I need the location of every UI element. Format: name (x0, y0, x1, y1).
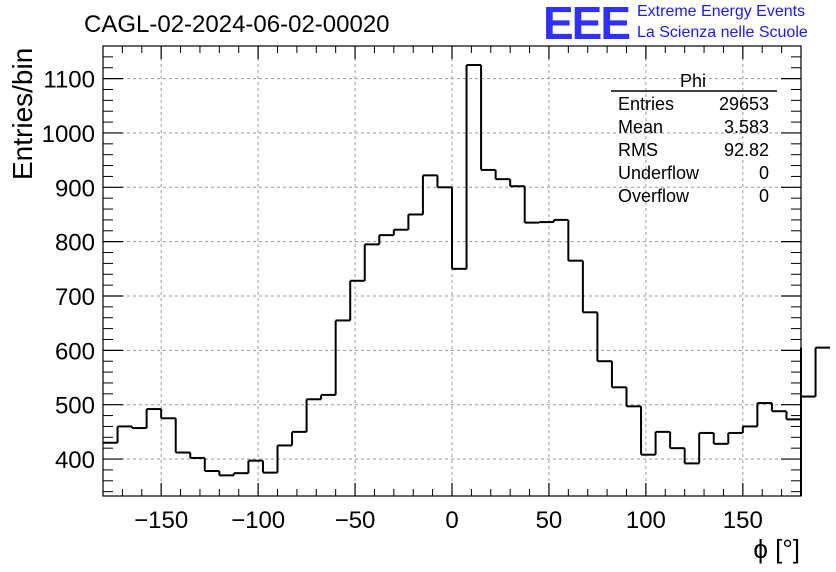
stats-box: Phi Entries 29653 Mean 3.583 RMS 92.82 Underfl… (611, 71, 777, 206)
y-tick-label: 900 (55, 175, 95, 202)
y-tick-label: 700 (55, 284, 95, 311)
stats-row-label: Mean (618, 117, 663, 137)
stats-box-title: Phi (680, 71, 706, 91)
y-tick-label: 1000 (42, 121, 95, 148)
logo-line-2: La Scienza nelle Scuole (637, 24, 808, 41)
x-tick-label: −150 (134, 507, 188, 534)
x-tick-label: 50 (536, 507, 563, 534)
y-tick-label: 800 (55, 230, 95, 257)
stats-row-value: 29653 (719, 94, 769, 114)
y-axis-label: Entries/bin (7, 48, 38, 180)
stats-rows: Entries 29653 Mean 3.583 RMS 92.82 Underflow 0 O… (618, 94, 769, 206)
y-tick-label: 1100 (43, 67, 95, 94)
stats-row-label: Overflow (618, 186, 690, 206)
stats-row-label: RMS (618, 140, 658, 160)
grid-lines (103, 46, 801, 496)
stats-row-label: Entries (618, 94, 674, 114)
y-tick-label: 500 (55, 393, 95, 420)
stats-row-value: 0 (759, 163, 769, 183)
y-tick-label: 400 (55, 447, 95, 474)
stats-row-label: Underflow (618, 163, 700, 183)
stats-row-value: 0 (759, 186, 769, 206)
tick-labels: −150 −100 −50 0 50 100 150 400 500 600 700 800 900 10… (42, 67, 763, 534)
logo-line-1: Extreme Energy Events (637, 3, 806, 20)
eee-logo-mark: EEE (543, 0, 631, 49)
x-tick-label: −50 (335, 507, 376, 534)
stats-row-value: 92.82 (724, 140, 769, 160)
x-tick-label: −100 (231, 507, 285, 534)
axis-ticks (102, 45, 802, 496)
histogram-series (103, 64, 831, 496)
y-tick-label: 600 (55, 338, 95, 365)
x-axis-label: ϕ [°] (753, 534, 800, 564)
x-tick-label: 100 (626, 507, 666, 534)
stats-row-value: 3.583 (724, 117, 769, 137)
x-tick-label: 150 (723, 507, 763, 534)
x-tick-label: 0 (445, 507, 458, 534)
chart-title: CAGL-02-2024-06-02-00020 (84, 11, 390, 38)
